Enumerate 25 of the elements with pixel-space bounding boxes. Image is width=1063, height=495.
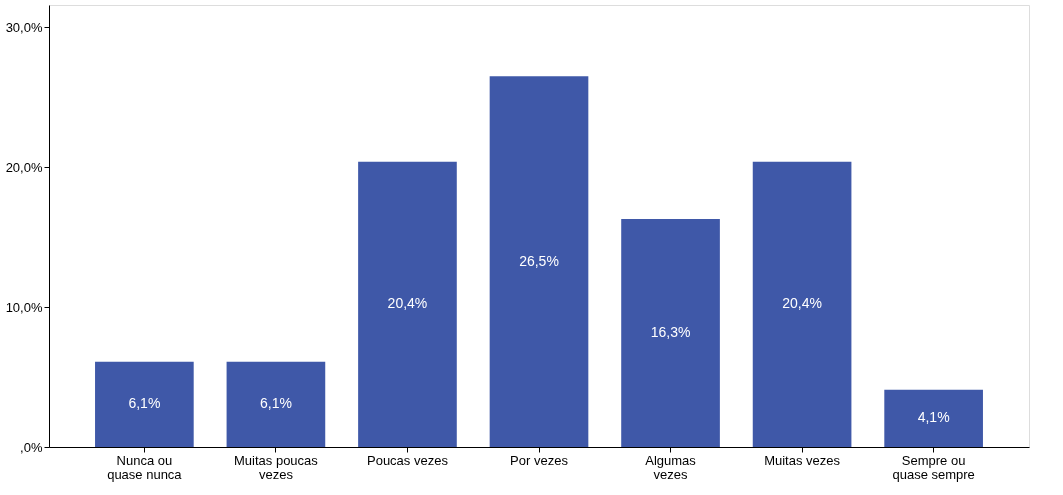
y-tick-label: 10,0% bbox=[5, 299, 43, 315]
x-tick-label: Poucas vezes bbox=[366, 452, 449, 468]
y-tick-label: ,0% bbox=[20, 439, 43, 455]
x-tick-label: Por vezes bbox=[510, 452, 569, 468]
x-tick-label: Muitas vezes bbox=[764, 452, 841, 468]
bar bbox=[752, 161, 852, 447]
bar bbox=[358, 161, 457, 447]
bar bbox=[226, 361, 326, 447]
data-label: 20,4% bbox=[782, 295, 822, 312]
bar bbox=[621, 219, 720, 447]
bar bbox=[489, 76, 589, 447]
data-label: 26,5% bbox=[519, 252, 559, 269]
y-tick-label: 30,0% bbox=[5, 19, 43, 35]
data-label: 16,3% bbox=[650, 324, 691, 340]
data-label: 6,1% bbox=[128, 395, 161, 412]
bar bbox=[884, 389, 983, 447]
bar bbox=[95, 361, 194, 447]
x-tick-label: Algumas vezes bbox=[645, 452, 697, 482]
y-tick-label: 20,0% bbox=[5, 159, 43, 175]
x-tick-label: Sempre ou quase sempre bbox=[892, 452, 975, 482]
x-tick-label: Muitas poucas vezes bbox=[234, 452, 319, 482]
data-label: 20,4% bbox=[387, 295, 428, 312]
data-label: 4,1% bbox=[917, 409, 950, 426]
data-label: 6,1% bbox=[259, 395, 292, 412]
x-tick-label: Nunca ou quase nunca bbox=[107, 452, 183, 482]
